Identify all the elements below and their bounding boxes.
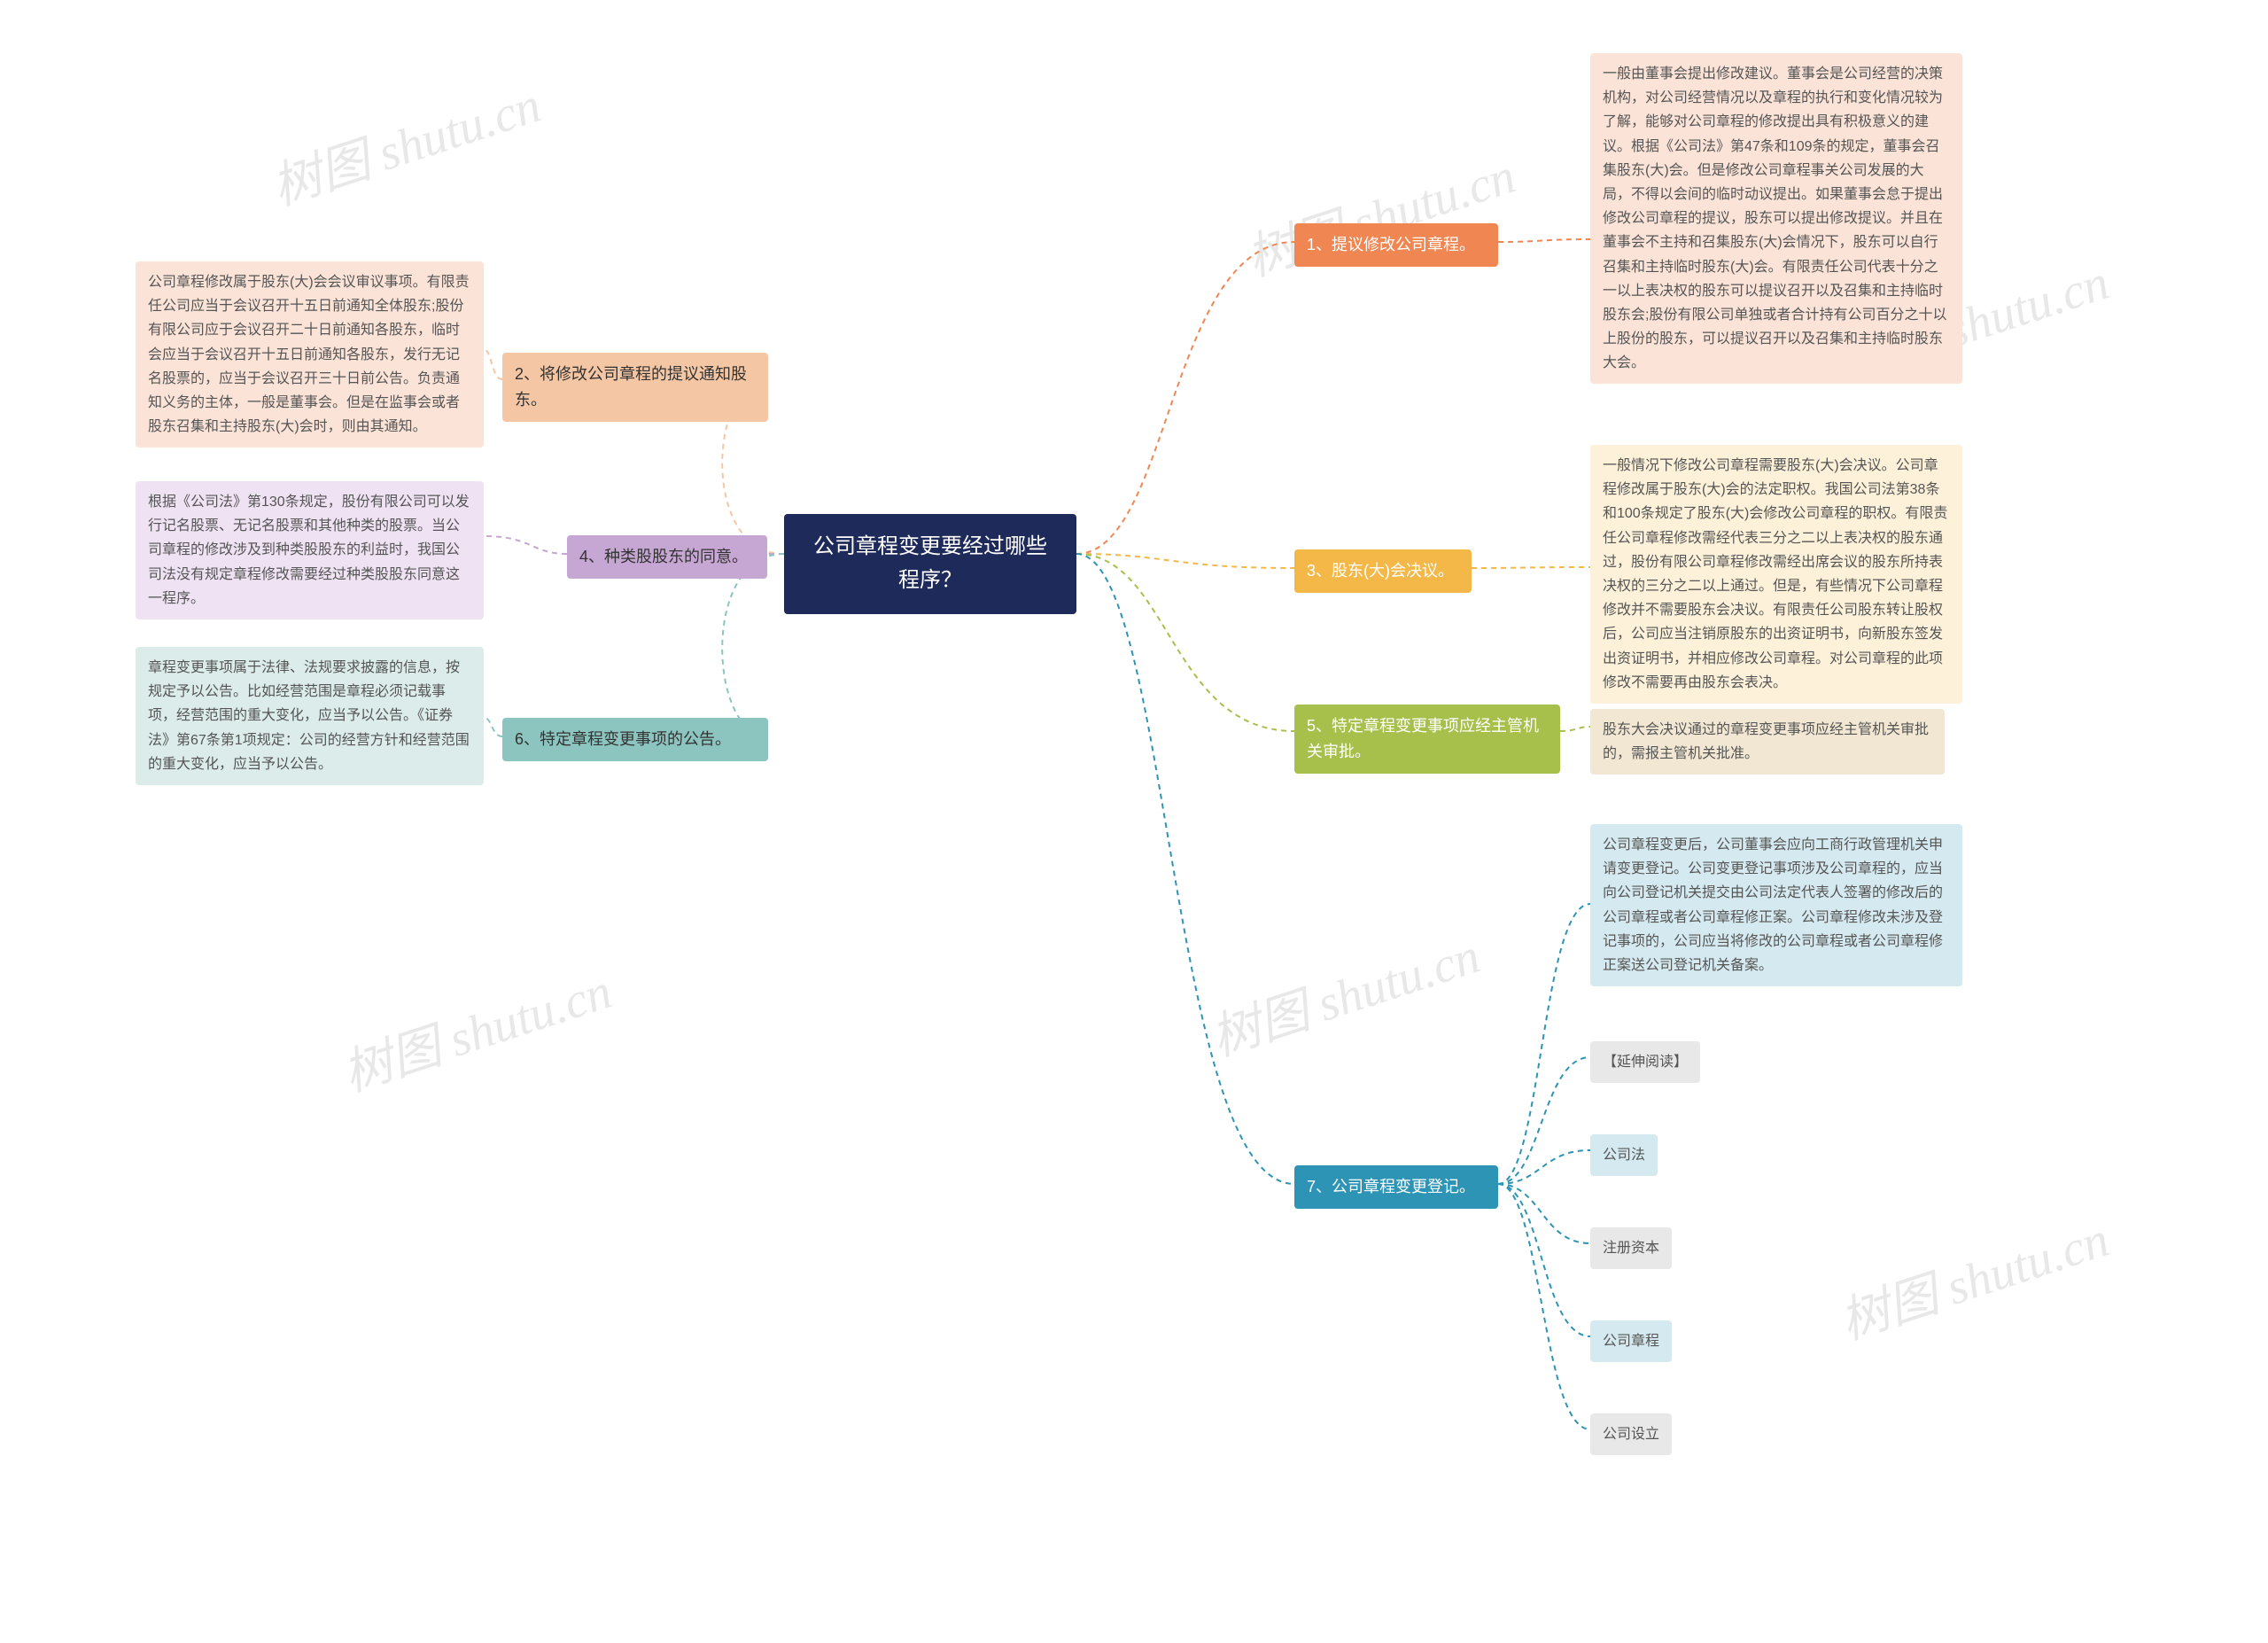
detail-2: 公司章程修改属于股东(大)会会议审议事项。有限责任公司应当于会议召开十五日前通知… [136, 261, 484, 448]
center-node: 公司章程变更要经过哪些程序？ [784, 514, 1076, 614]
branch-3-label: 3、股东(大)会决议。 [1307, 562, 1454, 580]
branch-7: 7、公司章程变更登记。 [1294, 1165, 1498, 1209]
branch-5: 5、特定章程变更事项应经主管机关审批。 [1294, 705, 1560, 774]
detail-2-text: 公司章程修改属于股东(大)会会议审议事项。有限责任公司应当于会议召开十五日前通知… [148, 275, 470, 434]
watermark: 树图 shutu.cn [332, 951, 619, 1105]
branch-7-label: 7、公司章程变更登记。 [1307, 1178, 1475, 1195]
detail-7a: 公司章程变更后，公司董事会应向工商行政管理机关申请变更登记。公司变更登记事项涉及… [1590, 824, 1962, 986]
detail-7c-text: 公司法 [1603, 1148, 1645, 1163]
detail-7c: 公司法 [1590, 1134, 1658, 1176]
branch-4: 4、种类股股东的同意。 [567, 535, 767, 579]
branch-5-label: 5、特定章程变更事项应经主管机关审批。 [1307, 717, 1539, 760]
detail-4: 根据《公司法》第130条规定，股份有限公司可以发行记名股票、无记名股票和其他种类… [136, 481, 484, 619]
detail-7d: 注册资本 [1590, 1227, 1672, 1269]
detail-3-text: 一般情况下修改公司章程需要股东(大)会决议。公司章程修改属于股东(大)会的法定职… [1603, 458, 1947, 690]
branch-3: 3、股东(大)会决议。 [1294, 549, 1472, 593]
detail-6-text: 章程变更事项属于法律、法规要求披露的信息，按规定予以公告。比如经营范围是章程必须… [148, 660, 470, 772]
detail-7f: 公司设立 [1590, 1413, 1672, 1455]
detail-7f-text: 公司设立 [1603, 1427, 1659, 1442]
detail-5: 股东大会决议通过的章程变更事项应经主管机关审批的，需报主管机关批准。 [1590, 709, 1945, 775]
watermark: 树图 shutu.cn [1200, 915, 1487, 1070]
branch-4-label: 4、种类股股东的同意。 [579, 548, 748, 565]
branch-6: 6、特定章程变更事项的公告。 [502, 718, 768, 761]
detail-6: 章程变更事项属于法律、法规要求披露的信息，按规定予以公告。比如经营范围是章程必须… [136, 647, 484, 785]
detail-4-text: 根据《公司法》第130条规定，股份有限公司可以发行记名股票、无记名股票和其他种类… [148, 494, 470, 606]
watermark: 树图 shutu.cn [1236, 136, 1523, 290]
center-label: 公司章程变更要经过哪些程序？ [813, 534, 1047, 592]
detail-7b: 【延伸阅读】 [1590, 1041, 1700, 1083]
branch-6-label: 6、特定章程变更事项的公告。 [515, 730, 731, 748]
detail-5-text: 股东大会决议通过的章程变更事项应经主管机关审批的，需报主管机关批准。 [1603, 722, 1929, 761]
detail-7b-text: 【延伸阅读】 [1603, 1055, 1688, 1070]
watermark: 树图 shutu.cn [1829, 1199, 2117, 1353]
detail-7a-text: 公司章程变更后，公司董事会应向工商行政管理机关申请变更登记。公司变更登记事项涉及… [1603, 837, 1943, 973]
branch-2: 2、将修改公司章程的提议通知股东。 [502, 353, 768, 422]
detail-7d-text: 注册资本 [1603, 1241, 1659, 1256]
detail-7e: 公司章程 [1590, 1320, 1672, 1362]
watermark: 树图 shutu.cn [261, 65, 548, 219]
branch-2-label: 2、将修改公司章程的提议通知股东。 [515, 365, 747, 409]
branch-1: 1、提议修改公司章程。 [1294, 223, 1498, 267]
branch-1-label: 1、提议修改公司章程。 [1307, 236, 1475, 253]
detail-1-text: 一般由董事会提出修改建议。董事会是公司经营的决策机构，对公司经营情况以及章程的执… [1603, 66, 1946, 370]
detail-7e-text: 公司章程 [1603, 1334, 1659, 1349]
detail-3: 一般情况下修改公司章程需要股东(大)会决议。公司章程修改属于股东(大)会的法定职… [1590, 445, 1962, 704]
detail-1: 一般由董事会提出修改建议。董事会是公司经营的决策机构，对公司经营情况以及章程的执… [1590, 53, 1962, 384]
